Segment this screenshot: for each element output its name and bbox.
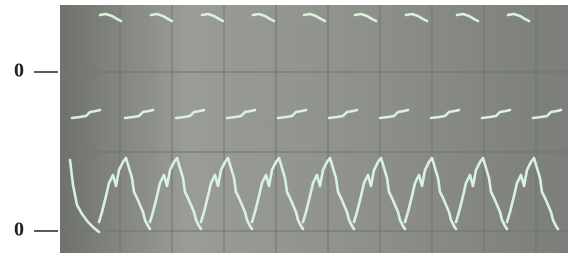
- figure: 0 0: [0, 0, 568, 253]
- axis-label: 0: [14, 219, 24, 241]
- axis-label: 0: [14, 60, 24, 82]
- scope-screen: [60, 5, 568, 253]
